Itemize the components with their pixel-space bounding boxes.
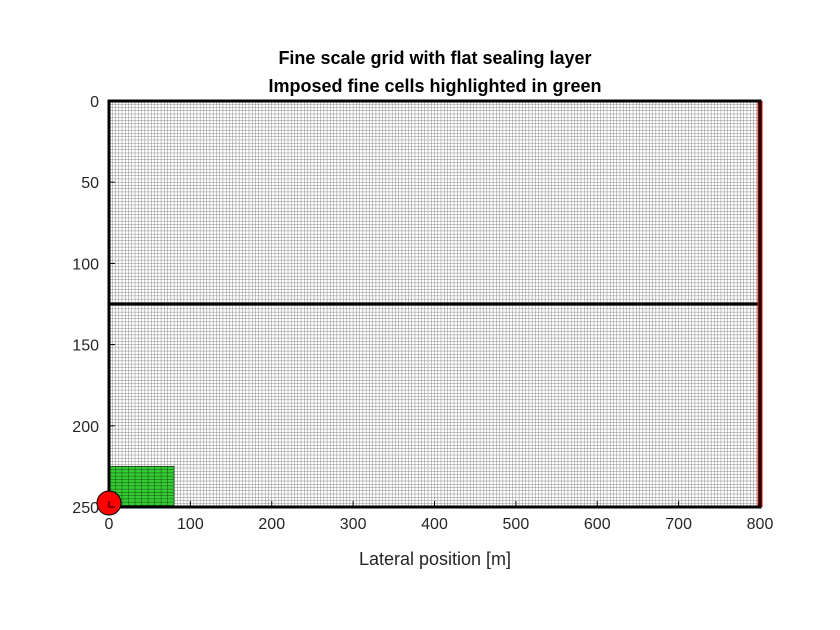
y-tick-label: 0 bbox=[90, 94, 99, 111]
chart-title-line-2: Imposed fine cells highlighted in green bbox=[268, 76, 601, 96]
y-tick-label: 50 bbox=[81, 175, 99, 192]
x-tick-label: 400 bbox=[421, 516, 448, 533]
x-tick-label: 800 bbox=[747, 516, 774, 533]
y-axis-ticks: 0 50 100 150 200 250 bbox=[72, 94, 115, 517]
highlight-cell-lines bbox=[109, 466, 175, 507]
x-tick-label: 600 bbox=[584, 516, 611, 533]
x-tick-label: 100 bbox=[177, 516, 204, 533]
x-axis-ticks: 0 100 200 300 400 500 600 700 800 bbox=[105, 501, 774, 533]
plot-area bbox=[96, 99, 763, 516]
y-tick-label: 200 bbox=[72, 419, 99, 436]
chart-title-line-1: Fine scale grid with flat sealing layer bbox=[278, 48, 591, 68]
x-axis-label: Lateral position [m] bbox=[359, 549, 511, 569]
x-tick-label: 300 bbox=[340, 516, 367, 533]
x-tick-label: 0 bbox=[105, 516, 114, 533]
x-tick-label: 200 bbox=[258, 516, 285, 533]
x-tick-label: 500 bbox=[503, 516, 530, 533]
y-tick-label: 150 bbox=[72, 338, 99, 355]
horizontal-grid-lines bbox=[109, 104, 760, 504]
y-tick-label: 100 bbox=[72, 256, 99, 273]
y-tick-label: 250 bbox=[72, 500, 99, 517]
x-tick-label: 700 bbox=[665, 516, 692, 533]
